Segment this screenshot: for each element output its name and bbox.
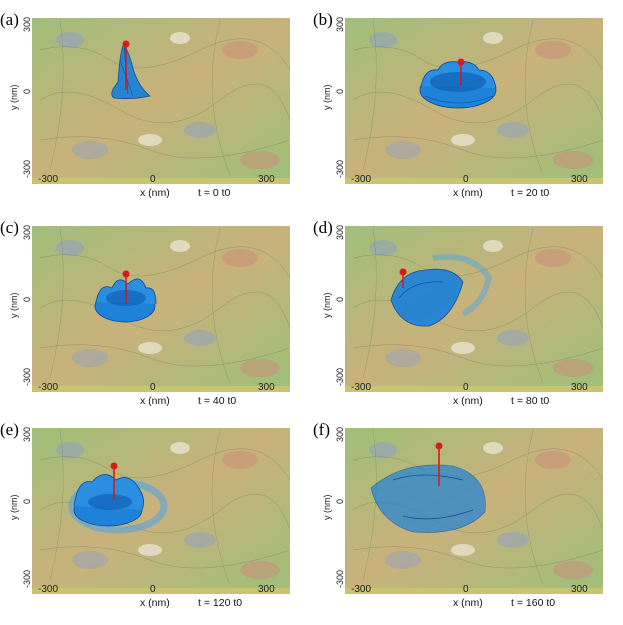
y-axis-label: y (nm) bbox=[9, 292, 19, 319]
y-tick-label: 300 bbox=[335, 224, 345, 240]
time-label: t = 20 t0 bbox=[511, 187, 550, 199]
surface-plot bbox=[32, 226, 291, 392]
panel-label: (f) bbox=[313, 420, 330, 439]
y-axis-label: y (nm) bbox=[322, 84, 332, 111]
x-tick-label: 300 bbox=[258, 382, 275, 393]
y-tick-label: -300 bbox=[22, 367, 32, 386]
panel-label: (a) bbox=[0, 10, 19, 29]
panel-e: y (nm) 300 0 -300 -300 0 300 x (nm) t = … bbox=[0, 420, 300, 625]
y-tick-label: 300 bbox=[335, 16, 345, 32]
position-marker bbox=[110, 462, 118, 500]
y-tick-label: 0 bbox=[22, 88, 32, 94]
x-axis-label: x (nm) bbox=[140, 597, 170, 609]
y-axis-label: y (nm) bbox=[9, 494, 19, 521]
panel-f: y (nm) 300 0 -300 -300 0 300 x (nm) t = … bbox=[313, 420, 613, 625]
x-tick-label: 0 bbox=[150, 174, 156, 185]
y-tick-label: -300 bbox=[22, 569, 32, 588]
position-marker bbox=[435, 442, 443, 486]
y-tick-label: 0 bbox=[22, 498, 32, 504]
y-tick-label: 300 bbox=[22, 426, 32, 442]
time-label: t = 120 t0 bbox=[198, 597, 243, 609]
potential-surface bbox=[32, 226, 291, 392]
panel-label: (e) bbox=[0, 420, 19, 439]
y-axis-label: y (nm) bbox=[322, 494, 332, 521]
wavepacket bbox=[94, 278, 157, 323]
x-tick-label: -300 bbox=[351, 174, 372, 185]
time-label: t = 80 t0 bbox=[511, 395, 550, 407]
wavepacket bbox=[419, 61, 497, 109]
position-marker bbox=[457, 58, 465, 86]
wavepacket bbox=[68, 474, 168, 534]
panel-label: (d) bbox=[313, 218, 333, 237]
x-tick-label: -300 bbox=[351, 382, 372, 393]
x-axis-label: x (nm) bbox=[140, 395, 170, 407]
y-tick-label: -300 bbox=[22, 159, 32, 178]
surface-plot bbox=[345, 18, 604, 184]
panel-label: (c) bbox=[0, 218, 19, 237]
x-tick-label: -300 bbox=[38, 174, 59, 185]
x-tick-label: 300 bbox=[571, 174, 588, 185]
wavepacket bbox=[370, 464, 486, 533]
wavepacket bbox=[390, 253, 493, 327]
x-tick-label: 300 bbox=[571, 382, 588, 393]
time-label: t = 0 t0 bbox=[198, 187, 231, 199]
x-tick-label: 300 bbox=[571, 584, 588, 595]
y-tick-label: 300 bbox=[22, 16, 32, 32]
panel-b: y (nm) 300 0 -300 -300 0 300 x (nm) t = … bbox=[313, 10, 613, 215]
x-axis-label: x (nm) bbox=[453, 187, 483, 199]
x-tick-label: -300 bbox=[38, 584, 59, 595]
panel-c: y (nm) 300 0 -300 -300 0 300 x (nm) t = … bbox=[0, 218, 300, 423]
y-tick-label: 300 bbox=[22, 224, 32, 240]
surface-plot bbox=[345, 428, 604, 594]
surface-plot bbox=[32, 428, 291, 594]
x-tick-label: 0 bbox=[463, 382, 469, 393]
panel-a: y (nm) 300 0 -300 -300 0 300 x (nm) t = … bbox=[0, 10, 300, 215]
panel-label: (b) bbox=[313, 10, 333, 29]
surface-plot bbox=[32, 18, 291, 184]
time-label: t = 40 t0 bbox=[198, 395, 237, 407]
surface-plot bbox=[345, 226, 604, 392]
y-axis-label: y (nm) bbox=[322, 292, 332, 319]
x-axis-label: x (nm) bbox=[453, 597, 483, 609]
x-tick-label: 0 bbox=[463, 174, 469, 185]
potential-surface bbox=[345, 226, 604, 392]
x-axis-label: x (nm) bbox=[140, 187, 170, 199]
y-tick-label: -300 bbox=[335, 569, 345, 588]
x-tick-label: -300 bbox=[351, 584, 372, 595]
potential-surface bbox=[32, 18, 291, 184]
x-axis-label: x (nm) bbox=[453, 395, 483, 407]
x-tick-label: 0 bbox=[463, 584, 469, 595]
y-tick-label: 0 bbox=[335, 296, 345, 302]
x-tick-label: -300 bbox=[38, 382, 59, 393]
x-tick-label: 0 bbox=[150, 584, 156, 595]
y-axis-label: y (nm) bbox=[9, 84, 19, 111]
y-tick-label: -300 bbox=[335, 159, 345, 178]
position-marker bbox=[122, 40, 130, 90]
y-tick-label: 0 bbox=[335, 498, 345, 504]
y-tick-label: 0 bbox=[335, 88, 345, 94]
panel-d: y (nm) 300 0 -300 -300 0 300 x (nm) t = … bbox=[313, 218, 613, 423]
x-tick-label: 300 bbox=[258, 174, 275, 185]
position-marker bbox=[399, 268, 407, 288]
x-tick-label: 0 bbox=[150, 382, 156, 393]
position-marker bbox=[122, 270, 130, 304]
y-tick-label: -300 bbox=[335, 367, 345, 386]
time-label: t = 160 t0 bbox=[511, 597, 556, 609]
y-tick-label: 0 bbox=[22, 296, 32, 302]
y-tick-label: 300 bbox=[335, 426, 345, 442]
x-tick-label: 300 bbox=[258, 584, 275, 595]
